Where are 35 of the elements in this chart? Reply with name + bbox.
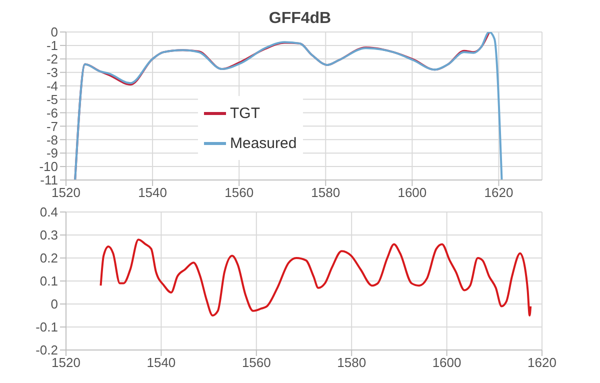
x-tick-label: 1620 <box>528 355 556 370</box>
y-tick-label: -3 <box>46 64 58 80</box>
y-tick-label: -7 <box>46 118 58 134</box>
x-tick-label: 1600 <box>398 185 427 200</box>
chart-title: GFF4dB <box>268 10 332 27</box>
y-tick-label: 0 <box>50 296 58 312</box>
y-tick-label: 0.1 <box>40 274 58 289</box>
y-tick-label: -6 <box>46 105 58 120</box>
x-tick-label: 1560 <box>242 355 271 370</box>
x-tick-label: 1600 <box>432 355 462 370</box>
y-tick-label: -5 <box>46 92 58 107</box>
x-tick-label: 1520 <box>52 185 80 200</box>
y-tick-label: -1 <box>46 38 58 54</box>
y-tick-label: -11 <box>40 172 58 188</box>
y-tick-label: 0.3 <box>40 228 58 243</box>
y-tick-label: -0.2 <box>36 342 58 358</box>
y-tick-label: -4 <box>46 78 58 94</box>
x-tick-label: 1580 <box>311 185 340 200</box>
y-tick-label: 0.4 <box>40 204 58 220</box>
legend-label: TGT <box>230 104 260 122</box>
x-tick-label: 1520 <box>52 355 80 370</box>
x-tick-label: 1620 <box>484 185 514 200</box>
x-tick-label: 1540 <box>138 185 168 200</box>
y-tick-label: -10 <box>39 159 58 174</box>
y-tick-label: -2 <box>46 52 58 67</box>
legend-label: Measured <box>230 134 297 152</box>
y-tick-label: 0.2 <box>40 250 58 266</box>
x-tick-label: 1540 <box>146 355 176 370</box>
y-tick-label: -9 <box>46 146 58 161</box>
y-tick-label: -8 <box>46 132 58 148</box>
line-series <box>100 238 532 316</box>
y-tick-label: -0.1 <box>36 320 58 335</box>
x-tick-label: 1580 <box>337 355 366 370</box>
x-tick-label: 1560 <box>224 185 254 200</box>
y-tick-label: 0 <box>50 24 58 40</box>
